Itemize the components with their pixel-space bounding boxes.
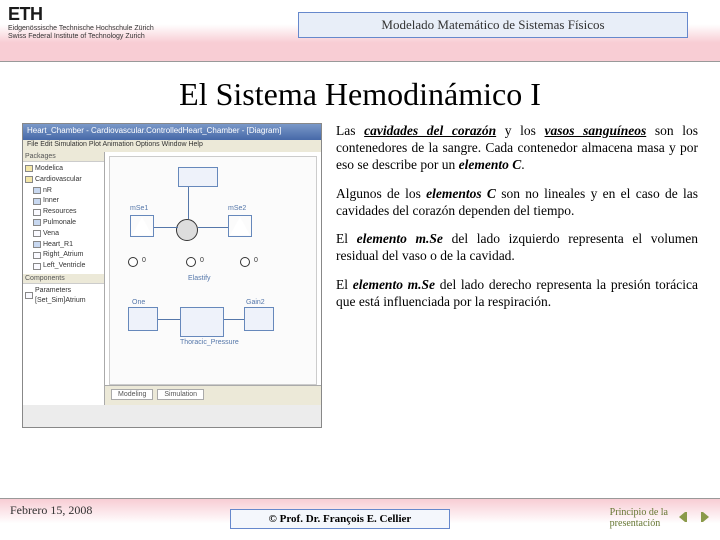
label-one: One (132, 299, 145, 306)
packages-header: Packages (23, 152, 104, 162)
window-menubar: File Edit Simulation Plot Animation Opti… (23, 140, 321, 152)
zero-label: 0 (142, 257, 146, 264)
components-list: Parameters [Set_Sim]Atrium (23, 284, 104, 309)
footer-band: Febrero 15, 2008 © Prof. Dr. François E.… (0, 498, 720, 540)
zero-label: 0 (200, 257, 204, 264)
dymola-screenshot: Heart_Chamber - Cardiovascular.Controlle… (22, 123, 322, 428)
tree-item[interactable]: Cardiovascular (25, 175, 102, 186)
port-circle (186, 257, 196, 267)
window-body: Packages Modelica Cardiovascular nR Inne… (23, 152, 321, 405)
text-column: Las cavidades del corazón y los vasos sa… (336, 123, 698, 428)
label-gain: Gain2 (246, 299, 265, 306)
footer-author-box: © Prof. Dr. François E. Cellier (230, 509, 450, 529)
footer-date: Febrero 15, 2008 (10, 503, 92, 518)
tree-item[interactable]: Resources (25, 207, 102, 218)
junction-circle (176, 219, 198, 241)
tree-item[interactable]: Parameters [Set_Sim]Atrium (25, 286, 102, 307)
nav-next-button[interactable] (694, 509, 712, 525)
tab-modeling[interactable]: Modeling (111, 389, 153, 400)
content-row: Heart_Chamber - Cardiovascular.Controlle… (0, 123, 720, 428)
triangle-block (130, 215, 154, 237)
logo-sub1: Eidgenössische Technische Hochschule Zür… (8, 25, 154, 33)
header-title: Modelado Matemático de Sistemas Físicos (381, 17, 604, 33)
tree-item[interactable]: Vena (25, 229, 102, 240)
tree-item[interactable]: Left_Ventricle (25, 261, 102, 272)
components-header: Components (23, 274, 104, 284)
block-gain (244, 307, 274, 331)
window-titlebar: Heart_Chamber - Cardiovascular.Controlle… (23, 124, 321, 140)
label-elastify: Elastify (188, 275, 211, 282)
label-mse1: mSe1 (130, 205, 148, 212)
logo-text: ETH (8, 4, 154, 25)
tree-item[interactable]: nR (25, 186, 102, 197)
zero-label: 0 (254, 257, 258, 264)
header-title-box: Modelado Matemático de Sistemas Físicos (298, 12, 688, 38)
paragraph-2: Algunos de los elementos C son no lineal… (336, 186, 698, 220)
tree-item[interactable]: Right_Atrium (25, 250, 102, 261)
block-thoracic (180, 307, 224, 337)
eth-logo: ETH Eidgenössische Technische Hochschule… (8, 4, 154, 40)
block-one (128, 307, 158, 331)
comp-block (178, 167, 218, 187)
triangle-block (228, 215, 252, 237)
port-circle (240, 257, 250, 267)
side-panels: Packages Modelica Cardiovascular nR Inne… (23, 152, 105, 405)
paragraph-4: El elemento m.Se del lado derecho repres… (336, 277, 698, 311)
tree-item[interactable]: Inner (25, 196, 102, 207)
page-title: El Sistema Hemodinámico I (0, 76, 720, 113)
footer-link[interactable]: Principio de la presentación (610, 507, 668, 529)
port-circle (128, 257, 138, 267)
tree-item[interactable]: Modelica (25, 164, 102, 175)
tree-item[interactable]: Pulmonale (25, 218, 102, 229)
packages-tree: Modelica Cardiovascular nR Inner Resourc… (23, 162, 104, 274)
diagram-canvas-area: mSe1 mSe2 0 0 0 Elastify One Thoracic_Pr… (105, 152, 321, 405)
bottom-tabs: Modeling Simulation (105, 385, 321, 405)
tab-simulation[interactable]: Simulation (157, 389, 204, 400)
tree-item[interactable]: Heart_R1 (25, 240, 102, 251)
header-band: ETH Eidgenössische Technische Hochschule… (0, 0, 720, 62)
logo-sub2: Swiss Federal Institute of Technology Zu… (8, 33, 154, 41)
paragraph-3: El elemento m.Se del lado izquierdo repr… (336, 231, 698, 265)
paragraph-1: Las cavidades del corazón y los vasos sa… (336, 123, 698, 174)
diagram-canvas[interactable]: mSe1 mSe2 0 0 0 Elastify One Thoracic_Pr… (109, 156, 317, 385)
nav-prev-button[interactable] (676, 509, 694, 525)
label-mse2: mSe2 (228, 205, 246, 212)
nav-buttons (676, 509, 712, 525)
label-thoracic: Thoracic_Pressure (180, 339, 226, 346)
